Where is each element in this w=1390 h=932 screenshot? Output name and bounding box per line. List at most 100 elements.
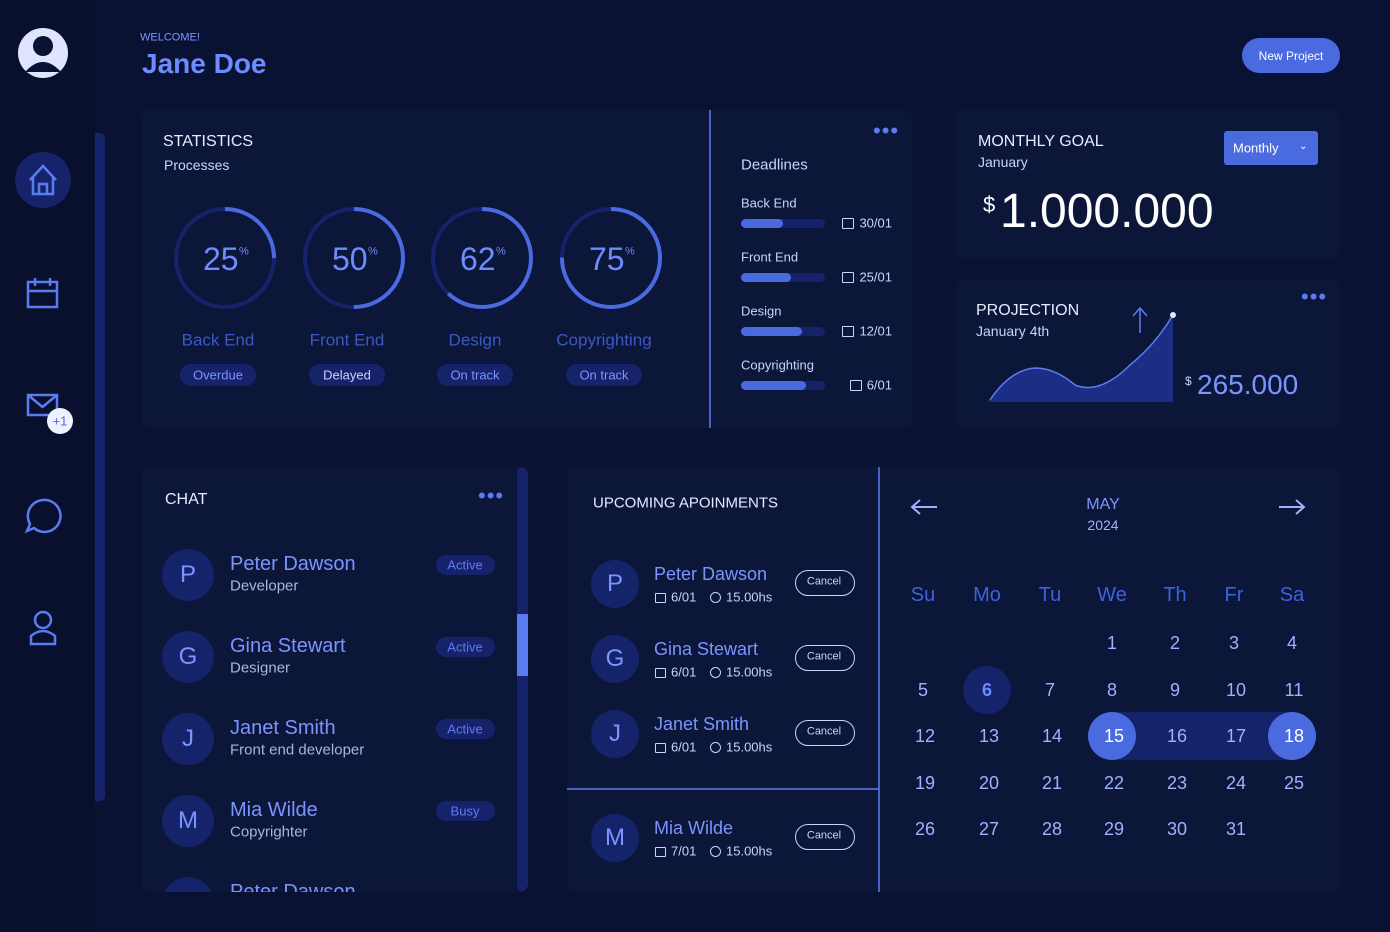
next-month[interactable] — [1279, 499, 1306, 515]
calendar-day[interactable]: 7 — [1044, 679, 1056, 700]
panel-title: STATISTICS — [163, 133, 254, 150]
panel-title: MONTHLY GOAL — [978, 133, 1104, 150]
projection-line — [989, 314, 1174, 401]
deadline-date: 25/01 — [859, 269, 892, 285]
process-label: Design — [448, 330, 502, 350]
calendar-day[interactable]: 28 — [1041, 819, 1063, 839]
calendar-day[interactable]: 11 — [1284, 679, 1304, 700]
contact-initial: P — [180, 891, 196, 893]
prev-month[interactable] — [910, 499, 937, 515]
progress-bar — [741, 273, 792, 282]
percent-value: 50 — [332, 241, 368, 277]
calendar-icon[interactable] — [26, 278, 59, 309]
calendar-day[interactable]: 2 — [1169, 633, 1181, 653]
contact-initial: M — [178, 807, 198, 834]
calendar-day[interactable]: 12 — [914, 726, 936, 746]
calendar-day[interactable]: 9 — [1169, 679, 1181, 700]
calendar-day[interactable]: 29 — [1103, 819, 1125, 839]
process-label: Front End — [309, 330, 385, 350]
calendar-day[interactable]: 24 — [1225, 772, 1247, 793]
appointment-date: 6/01 — [671, 664, 697, 680]
calendar-day[interactable]: 21 — [1041, 772, 1063, 793]
calendar-day[interactable]: 31 — [1225, 819, 1247, 839]
date-icon — [842, 272, 854, 283]
status-label: On track — [579, 367, 629, 383]
percent-unit: % — [496, 245, 506, 258]
process-label: Copyrighting — [556, 330, 652, 350]
chat-menu[interactable]: ••• — [478, 483, 505, 508]
contact-status: Active — [447, 639, 483, 655]
dropdown-label: Monthly — [1233, 140, 1279, 156]
cancel-button[interactable] — [795, 720, 855, 746]
user-icon-body[interactable] — [29, 629, 57, 646]
process-label: Back End — [181, 330, 255, 350]
calendar-day[interactable]: 15 — [1103, 726, 1125, 746]
calendar-day[interactable]: 23 — [1166, 772, 1188, 793]
calendar-month: MAY — [1086, 496, 1120, 513]
percent-value: 62 — [460, 241, 496, 277]
user-icon-head — [33, 610, 53, 630]
cancel-button[interactable] — [795, 645, 855, 671]
calendar-day[interactable]: 6 — [981, 679, 993, 700]
calendar-day[interactable]: 10 — [1225, 679, 1247, 700]
calendar-day[interactable]: 17 — [1225, 726, 1247, 746]
calendar-day[interactable]: 26 — [914, 819, 936, 839]
appointment-avatar — [591, 635, 639, 683]
calendar-day[interactable]: 8 — [1106, 679, 1118, 700]
date-icon — [850, 380, 862, 391]
chat-icon[interactable] — [24, 498, 62, 534]
calendar-day[interactable]: 30 — [1166, 819, 1188, 839]
weekday: Mo — [973, 584, 1001, 606]
new-project-button[interactable] — [1242, 38, 1340, 73]
cancel-button[interactable] — [795, 570, 855, 596]
weekday: Fr — [1224, 584, 1244, 606]
mail-badge-bg — [47, 408, 73, 434]
currency: $ — [983, 192, 996, 217]
projection-point — [1170, 312, 1176, 318]
home-icon[interactable] — [29, 164, 57, 196]
appointment-date: 7/01 — [671, 843, 697, 859]
date-icon — [655, 593, 666, 603]
calendar-day[interactable]: 18 — [1283, 726, 1305, 746]
appointment-date: 6/01 — [671, 739, 697, 755]
status-label: Overdue — [193, 367, 243, 383]
calendar-day[interactable]: 3 — [1228, 633, 1240, 653]
status-pill — [566, 364, 642, 386]
panel-subtitle: January — [978, 154, 1028, 170]
weekday: Su — [910, 584, 936, 606]
contact-status: Busy — [450, 803, 480, 819]
calendar-day[interactable]: 25 — [1283, 772, 1305, 793]
monthly-dropdown[interactable] — [1224, 131, 1318, 165]
chat-scroll-thumb — [517, 614, 528, 676]
calendar-day[interactable]: 16 — [1166, 726, 1188, 746]
appointment-initial: G — [605, 645, 625, 672]
projection-menu[interactable]: ••• — [1301, 284, 1328, 309]
calendar-day[interactable]: 27 — [978, 819, 1000, 839]
contact-avatar — [162, 877, 214, 892]
calendar-day[interactable]: 22 — [1103, 772, 1125, 793]
contact-name: Janet Smith — [230, 717, 336, 739]
welcome: WELCOME! — [140, 31, 200, 44]
calendar-day[interactable]: 5 — [917, 679, 929, 700]
contact-initial: G — [178, 643, 198, 670]
deadlines-menu[interactable]: ••• — [873, 118, 900, 143]
calendar-day[interactable]: 4 — [1286, 633, 1298, 653]
user-name: Jane Doe — [142, 48, 267, 79]
calendar-day[interactable]: 14 — [1041, 726, 1063, 746]
panel-title: UPCOMING APOINMENTS — [593, 494, 779, 512]
calendar-day[interactable]: 19 — [914, 772, 936, 793]
status-pill — [309, 364, 385, 386]
calendar-day[interactable]: 1 — [1106, 633, 1118, 653]
calendar-day[interactable]: 20 — [978, 772, 1000, 793]
date-icon — [842, 218, 854, 229]
status-pill — [180, 364, 256, 386]
currency: $ — [1185, 374, 1192, 388]
contact-role: Front end developer — [230, 741, 365, 759]
cancel-button[interactable] — [795, 824, 855, 850]
panel-subtitle: January 4th — [976, 323, 1050, 339]
contact-initial: P — [179, 561, 197, 588]
appointment-time: 15.00hs — [726, 739, 773, 755]
calendar-day[interactable]: 13 — [978, 726, 1000, 746]
